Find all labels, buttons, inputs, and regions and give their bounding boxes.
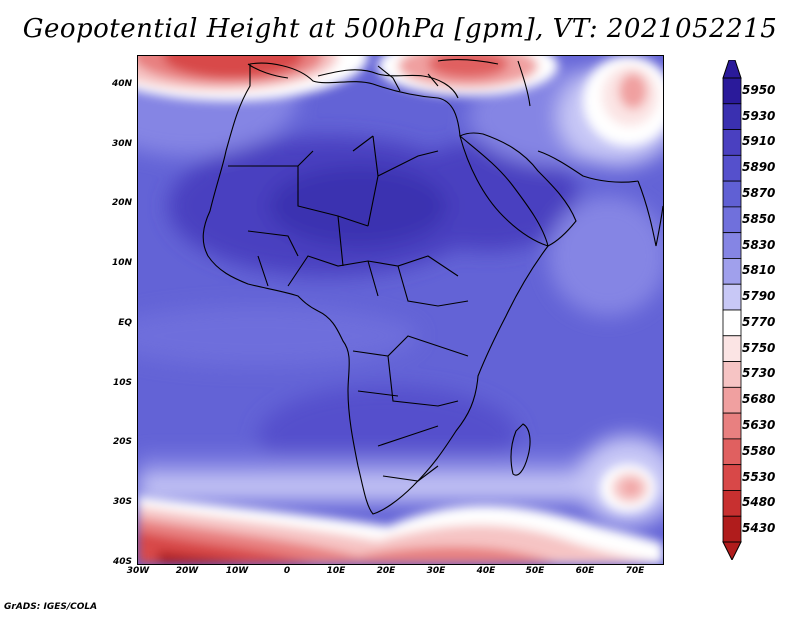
colorbar-swatch [722,464,742,491]
colorbar-level-label: 5730 [742,366,776,381]
colorbar-swatch [722,412,742,440]
colorbar-level-label: 5830 [742,237,776,252]
lat-tick-label: 20S [112,437,132,447]
colorbar-swatch [722,77,742,105]
colorbar-swatch [722,490,742,517]
lat-tick-label: 30N [111,139,132,149]
colorbar-swatch [722,206,742,234]
colorbar-level-label: 5630 [742,418,776,432]
coastlines [202,59,663,515]
lat-tick-label: 20N [111,198,132,208]
colorbar-level-label: 5750 [742,340,776,355]
colorbar-bottom-arrow [722,541,742,560]
colorbar-level-label: 5950 [742,82,776,97]
map-plot-area [137,55,664,565]
colorbar-swatch [722,386,742,414]
colorbar [722,60,742,560]
colorbar-swatch [722,129,742,156]
colorbar-level-label: 5480 [742,495,776,510]
colorbar-swatch [722,361,742,388]
lon-tick-label: 50E [525,566,545,576]
lon-tick-label: 20W [175,566,199,576]
geopotential-field [138,56,663,564]
colorbar-level-label: 5770 [742,314,776,329]
colorbar-level-label: 5870 [742,186,776,200]
colorbar-swatch [722,283,742,311]
colorbar-swatch [722,180,742,208]
lon-tick-label: 60E [575,566,595,576]
colorbar-swatch [722,154,742,182]
lon-tick-label: 30E [426,566,446,576]
colorbar-level-label: 5930 [742,108,776,123]
colorbar-level-label: 5580 [742,443,776,458]
colorbar-level-label: 5430 [742,521,776,536]
colorbar-swatch [722,335,742,362]
colorbar-swatch [722,232,742,259]
map-title: Geopotential Height at 500hPa [gpm], VT:… [22,14,778,44]
lat-tick-label: 40N [111,79,132,89]
lon-tick-label: 30W [126,566,150,576]
colorbar-level-label: 5910 [742,134,776,149]
lon-tick-label: 10E [326,566,346,576]
lon-tick-label: 20E [376,566,396,576]
lat-tick-label: 30S [112,497,132,507]
footer-credit: GrADS: IGES/COLA [4,602,98,612]
colorbar-level-label: 5890 [742,160,776,175]
lat-tick-label: EQ [118,318,132,328]
colorbar-level-label: 5530 [742,469,776,484]
lat-tick-label: 10N [111,258,132,268]
colorbar-swatch [722,258,742,285]
lon-tick-label: 40E [476,566,496,576]
colorbar-swatch [722,103,742,130]
lat-tick-label: 40S [112,557,132,567]
lon-tick-label: 0 [283,566,291,576]
colorbar-level-label: 5850 [742,211,776,226]
colorbar-swatch [722,438,742,466]
colorbar-level-label: 5790 [742,289,776,304]
colorbar-level-label: 5680 [742,392,776,407]
colorbar-boxes [722,77,742,543]
colorbar-swatch [722,309,742,337]
field-low-heights [138,56,663,564]
colorbar-level-label: 5810 [742,263,776,278]
colorbar-top-arrow [722,60,742,79]
colorbar-swatch [722,515,742,543]
lon-tick-label: 10W [225,566,249,576]
lat-tick-label: 10S [112,378,132,388]
lon-tick-label: 70E [625,566,645,576]
